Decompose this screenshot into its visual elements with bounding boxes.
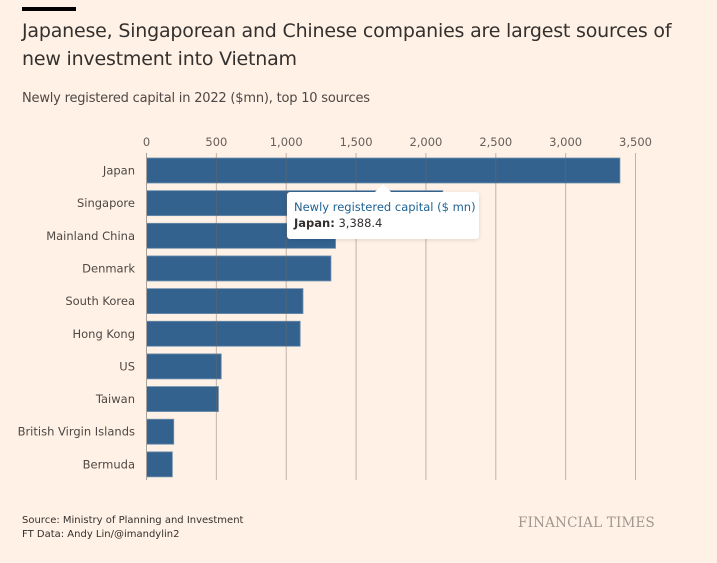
bar-bermuda[interactable] [146,451,173,478]
category-label: Bermuda [83,457,135,471]
bar-hong-kong[interactable] [146,320,301,347]
bar-taiwan[interactable] [146,386,219,412]
tooltip-value-line: Japan: 3,388.4 [294,215,472,231]
category-label: Singapore [77,196,135,210]
x-tick-label: 3,000 [549,135,582,149]
x-tick-label: 500 [205,135,227,149]
tooltip-title: Newly registered capital ($ mn) [294,200,476,214]
bar-japan[interactable] [146,157,621,184]
category-label: Denmark [82,261,135,275]
x-axis-ticks: 0 500 1,000 1,500 2,000 2,500 3,000 3,500 [143,135,652,149]
x-tick-label: 2,500 [479,135,512,149]
category-label: Hong Kong [72,327,135,341]
chart-title: Japanese, Singaporean and Chinese compan… [22,20,672,70]
category-labels: Japan Singapore Mainland China Denmark South… [18,164,136,472]
category-label: South Korea [65,294,135,308]
chart-subtitle: Newly registered capital in 2022 ($mn), … [22,91,370,106]
x-tick-label: 1,000 [270,135,303,149]
gridlines-group [146,153,636,480]
category-label: Japan [102,164,135,178]
footer: Source: Ministry of Planning and Investm… [22,514,243,542]
tooltip: Newly registered capital ($ mn) Japan: 3… [287,184,479,239]
tooltip-category: Japan: [294,216,335,230]
category-label: Taiwan [95,392,135,406]
x-tick-label: 0 [143,135,150,149]
category-label: British Virgin Islands [18,425,135,439]
ft-logo: FINANCIAL TIMES [518,515,656,531]
bar-south-korea[interactable] [146,288,304,315]
bar-british-virgin-islands[interactable] [146,418,175,445]
category-label: US [119,359,135,373]
bar-denmark[interactable] [146,255,332,282]
tooltip-value: 3,388.4 [338,216,383,230]
x-tick-label: 2,000 [409,135,442,149]
x-tick-label: 3,500 [619,135,652,149]
source-note: Source: Ministry of Planning and Investm… [22,515,244,526]
bar-us[interactable] [146,353,222,380]
title-accent-bar [22,7,76,11]
category-label: Mainland China [46,229,135,243]
x-tick-label: 1,500 [340,135,373,149]
credit-note: FT Data: Andy Lin/@imandylin2 [22,529,180,540]
